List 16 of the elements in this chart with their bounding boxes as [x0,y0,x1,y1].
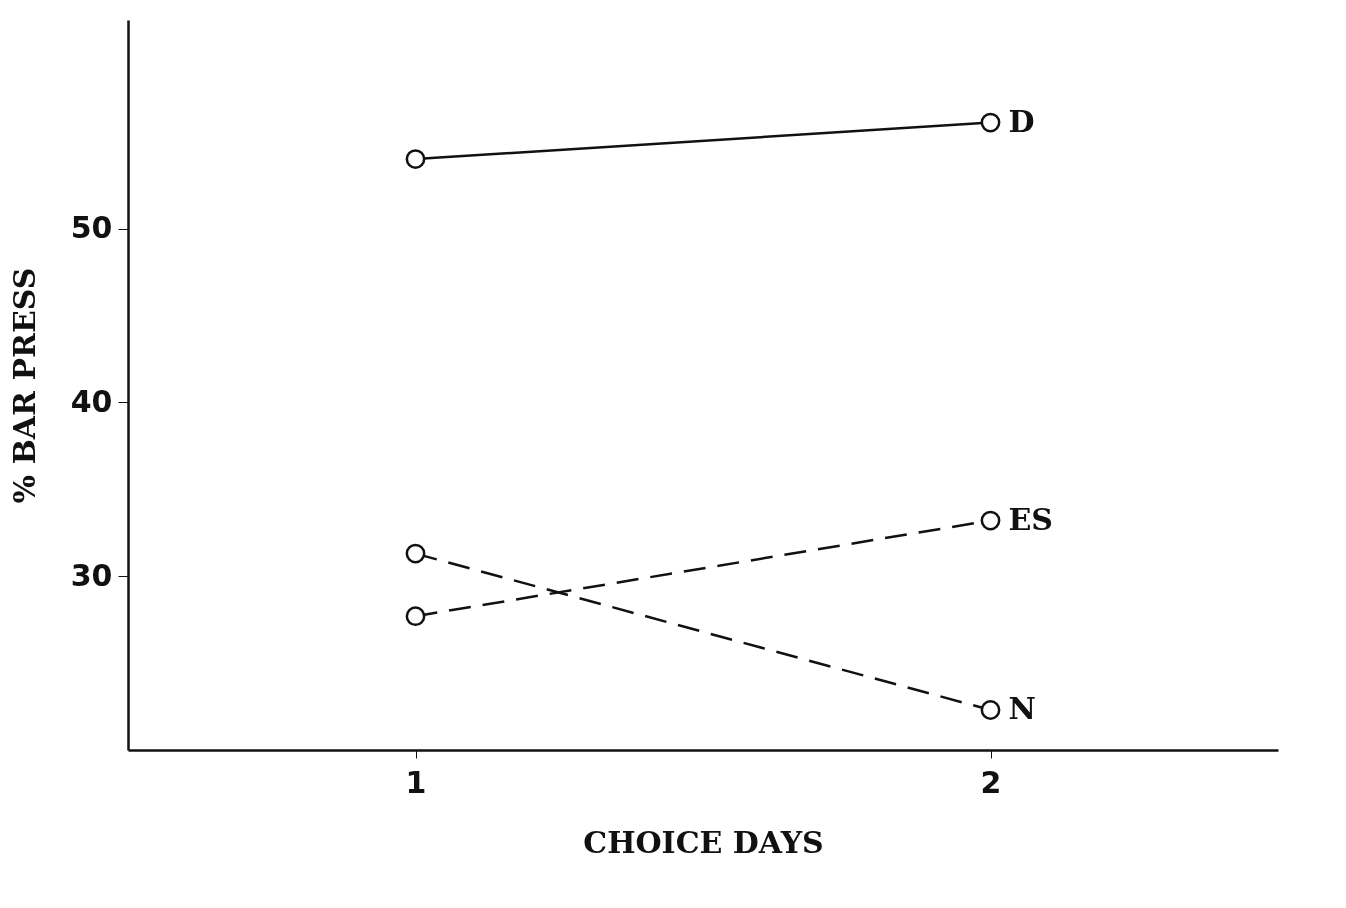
y-tick-label: 30 [70,557,113,593]
point [405,149,426,169]
y-axis-title: % BAR PRESS [6,267,42,504]
y-tick-label: 40 [70,383,113,419]
point [980,510,1001,531]
series-label: ES [1008,501,1054,537]
y-tick-label: 50 [70,210,113,246]
point [405,543,426,564]
x-tick-label: 2 [980,764,1002,800]
point [980,112,1001,133]
series-label: D [1008,103,1035,139]
point [980,700,1001,720]
x-tick-label: 1 [405,764,427,800]
series-label: N [1008,691,1036,727]
point [405,606,426,627]
x-axis-title: CHOICE DAYS [583,824,824,860]
